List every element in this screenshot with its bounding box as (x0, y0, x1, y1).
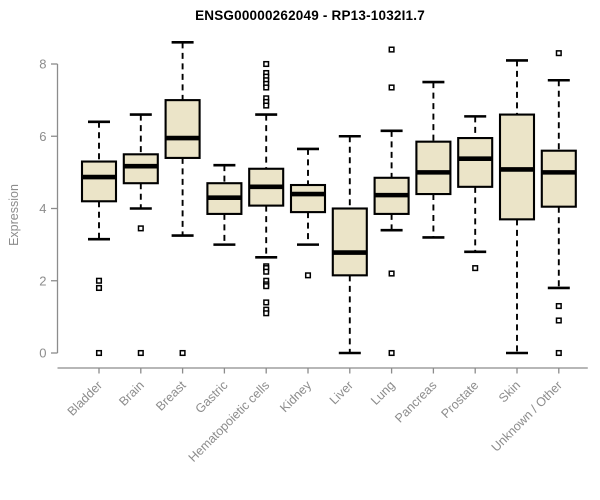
iqr-box (164, 99, 201, 159)
boxplot-hematopoietic-cells (248, 60, 285, 317)
y-tick-label: 0 (39, 346, 46, 361)
boxplot-breast (164, 41, 201, 357)
outlier-point (263, 102, 270, 109)
outlier-point (263, 283, 270, 290)
outlier-point (137, 225, 144, 232)
boxplot-pancreas (415, 80, 452, 239)
outlier-point (472, 265, 479, 272)
boxplot-brain (122, 113, 159, 357)
boxplot-unknown-other (540, 50, 577, 357)
x-tick-label: Bladder (65, 378, 105, 418)
outlier-point (137, 349, 144, 357)
y-tick-label: 8 (39, 57, 46, 72)
x-tick-label: Kidney (277, 378, 314, 415)
outlier-point (95, 284, 103, 292)
x-tick-label: Gastric (193, 378, 231, 416)
outlier-point (388, 270, 395, 277)
boxplot-gastric (206, 163, 243, 246)
outlier-point (555, 317, 562, 324)
x-tick-label: Pancreas (392, 378, 439, 425)
boxplot-kidney (289, 147, 327, 279)
iqr-box (540, 149, 577, 208)
outlier-point (555, 302, 562, 310)
x-tick-label: Unknown / Other (489, 378, 565, 454)
outlier-point (263, 299, 270, 306)
x-tick-label: Breast (153, 378, 189, 414)
boxplot-bladder (80, 120, 118, 357)
outlier-point (304, 272, 312, 279)
iqr-box (289, 183, 327, 214)
x-tick-label: Brain (116, 378, 147, 409)
iqr-box (415, 140, 452, 196)
boxplot-skin (498, 59, 536, 355)
outlier-point (263, 60, 270, 68)
outlier-point (263, 268, 270, 275)
x-tick-label: Liver (327, 378, 356, 407)
y-tick-label: 2 (39, 273, 46, 288)
iqr-box (80, 160, 118, 203)
outlier-point (263, 310, 270, 317)
y-tick-label: 6 (39, 129, 46, 144)
iqr-box (457, 137, 494, 188)
y-tick-label: 4 (39, 201, 46, 216)
boxplot-prostate (457, 115, 494, 272)
outlier-point (388, 46, 395, 53)
x-tick-label: Skin (496, 378, 523, 405)
boxplot-lung (373, 46, 410, 357)
outlier-point (95, 277, 103, 284)
x-tick-label: Prostate (438, 378, 481, 421)
outlier-point (95, 349, 103, 357)
iqr-box (498, 113, 536, 221)
x-tick-label: Lung (368, 378, 398, 408)
outlier-point (555, 50, 562, 57)
outlier-point (388, 84, 395, 91)
iqr-box (122, 153, 159, 185)
chart-title: ENSG00000262049 - RP13-1032I1.7 (195, 8, 425, 23)
iqr-box (331, 207, 368, 277)
outlier-point (263, 84, 270, 91)
x-tick-label: Hematopoietic cells (186, 378, 273, 465)
boxplot-liver (331, 134, 368, 355)
outlier-point (388, 349, 395, 357)
outlier-point (555, 349, 562, 357)
outlier-point (179, 349, 186, 357)
